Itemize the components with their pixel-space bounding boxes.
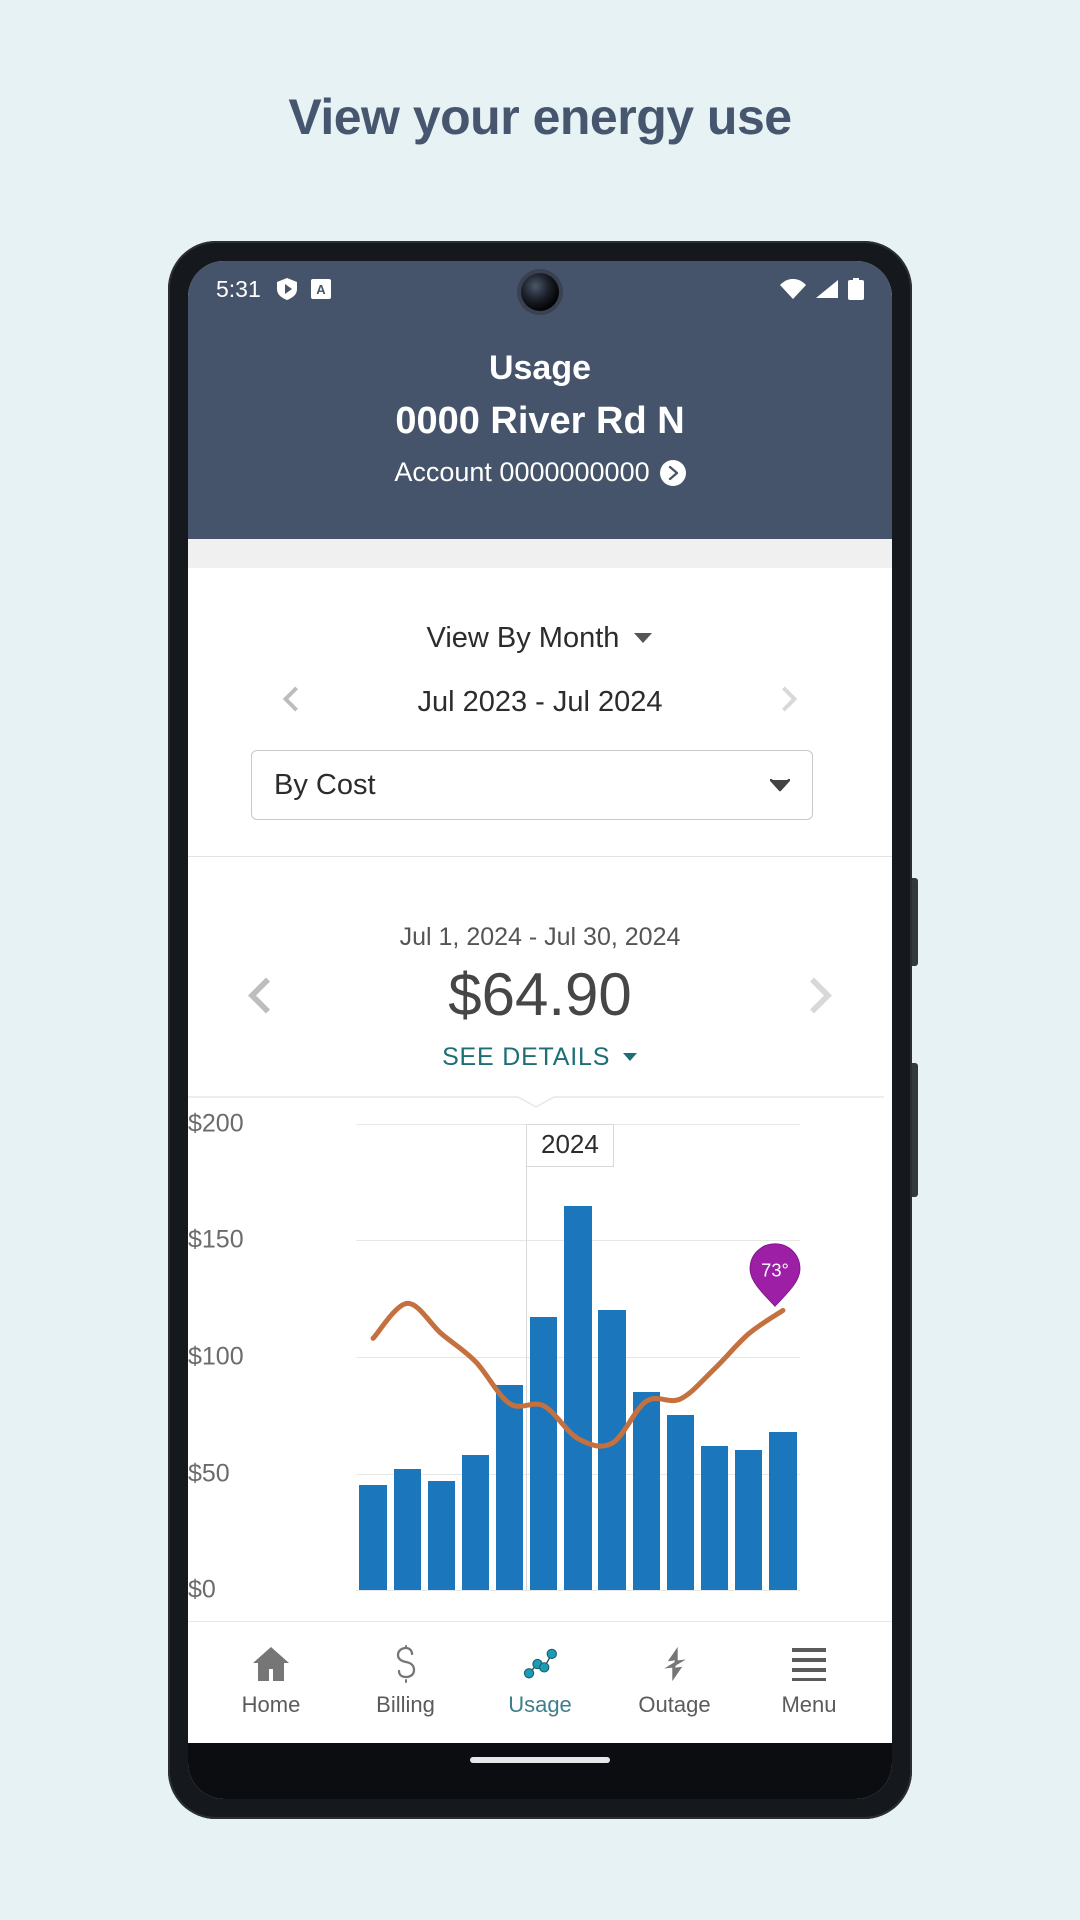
svg-text:A: A xyxy=(316,282,326,297)
svg-text:73°: 73° xyxy=(761,1260,789,1281)
